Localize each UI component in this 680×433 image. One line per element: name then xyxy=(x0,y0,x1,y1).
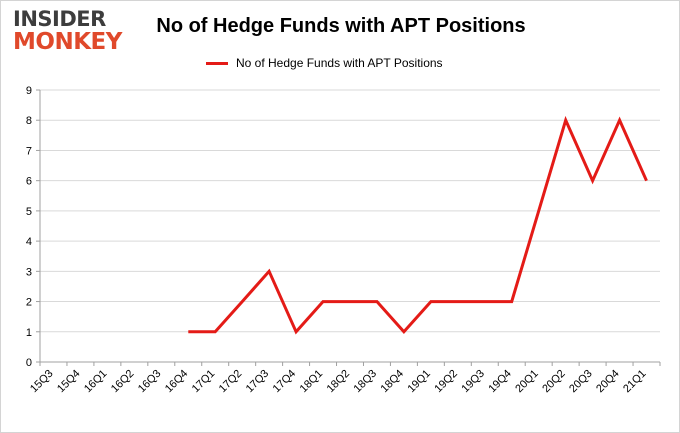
y-tick-label-9: 9 xyxy=(26,85,32,97)
y-tick-label-6: 6 xyxy=(26,176,32,188)
x-tick-label-17Q2: 17Q2 xyxy=(217,368,245,396)
x-tick-label-19Q3: 19Q3 xyxy=(459,368,487,396)
axes xyxy=(36,89,661,366)
x-tick-label-17Q3: 17Q3 xyxy=(244,368,272,396)
legend-label: No of Hedge Funds with APT Positions xyxy=(236,56,443,70)
x-tick-label-18Q2: 18Q2 xyxy=(325,368,353,396)
x-tick-label-18Q4: 18Q4 xyxy=(379,368,407,396)
y-tick-label-7: 7 xyxy=(26,145,32,157)
chart-title: No of Hedge Funds with APT Positions xyxy=(156,15,526,37)
y-tick-label-2: 2 xyxy=(26,297,32,309)
x-tick-label-16Q1: 16Q1 xyxy=(82,368,110,396)
x-tick-label-21Q1: 21Q1 xyxy=(621,368,649,396)
y-tick-label-4: 4 xyxy=(26,236,32,248)
y-tick-label-3: 3 xyxy=(26,266,32,278)
y-tick-label-0: 0 xyxy=(26,357,32,369)
x-tick-label-16Q2: 16Q2 xyxy=(109,368,137,396)
x-tick-labels: 15Q3 15Q4 16Q1 16Q2 16Q3 16Q4 17Q1 17Q2 17Q3 17Q4… xyxy=(28,368,649,396)
y-tick-labels: 0 1 2 3 4 5 6 7 8 9 xyxy=(26,85,32,369)
x-tick-label-15Q3: 15Q3 xyxy=(28,368,56,396)
chart-legend: No of Hedge Funds with APT Positions xyxy=(206,55,443,71)
legend-swatch xyxy=(206,61,228,65)
x-tick-label-19Q2: 19Q2 xyxy=(432,368,460,396)
x-tick-label-20Q2: 20Q2 xyxy=(540,368,568,396)
logo-line-1: INSIDER xyxy=(13,7,106,31)
x-tick-label-17Q1: 17Q1 xyxy=(190,368,218,396)
x-tick-label-16Q4: 16Q4 xyxy=(163,368,191,396)
x-tick-label-20Q1: 20Q1 xyxy=(513,368,541,396)
y-tick-label-1: 1 xyxy=(26,327,32,339)
x-tick-label-18Q1: 18Q1 xyxy=(298,368,326,396)
x-tick-label-18Q3: 18Q3 xyxy=(352,368,380,396)
series-line-0 xyxy=(188,115,648,335)
insider-monkey-logo: INSIDER MONKEY xyxy=(13,9,133,54)
y-tick-label-5: 5 xyxy=(26,206,32,218)
x-tick-label-20Q4: 20Q4 xyxy=(594,368,622,396)
series-lines xyxy=(188,115,648,335)
x-tick-label-20Q3: 20Q3 xyxy=(567,368,595,396)
logo-line-2: MONKEY xyxy=(13,29,122,55)
x-tick-label-17Q4: 17Q4 xyxy=(271,368,299,396)
x-tick-label-19Q1: 19Q1 xyxy=(405,368,433,396)
x-tick-label-15Q4: 15Q4 xyxy=(55,368,83,396)
y-tick-label-8: 8 xyxy=(26,115,32,127)
x-tick-label-16Q3: 16Q3 xyxy=(136,368,164,396)
x-tick-label-19Q4: 19Q4 xyxy=(486,368,514,396)
